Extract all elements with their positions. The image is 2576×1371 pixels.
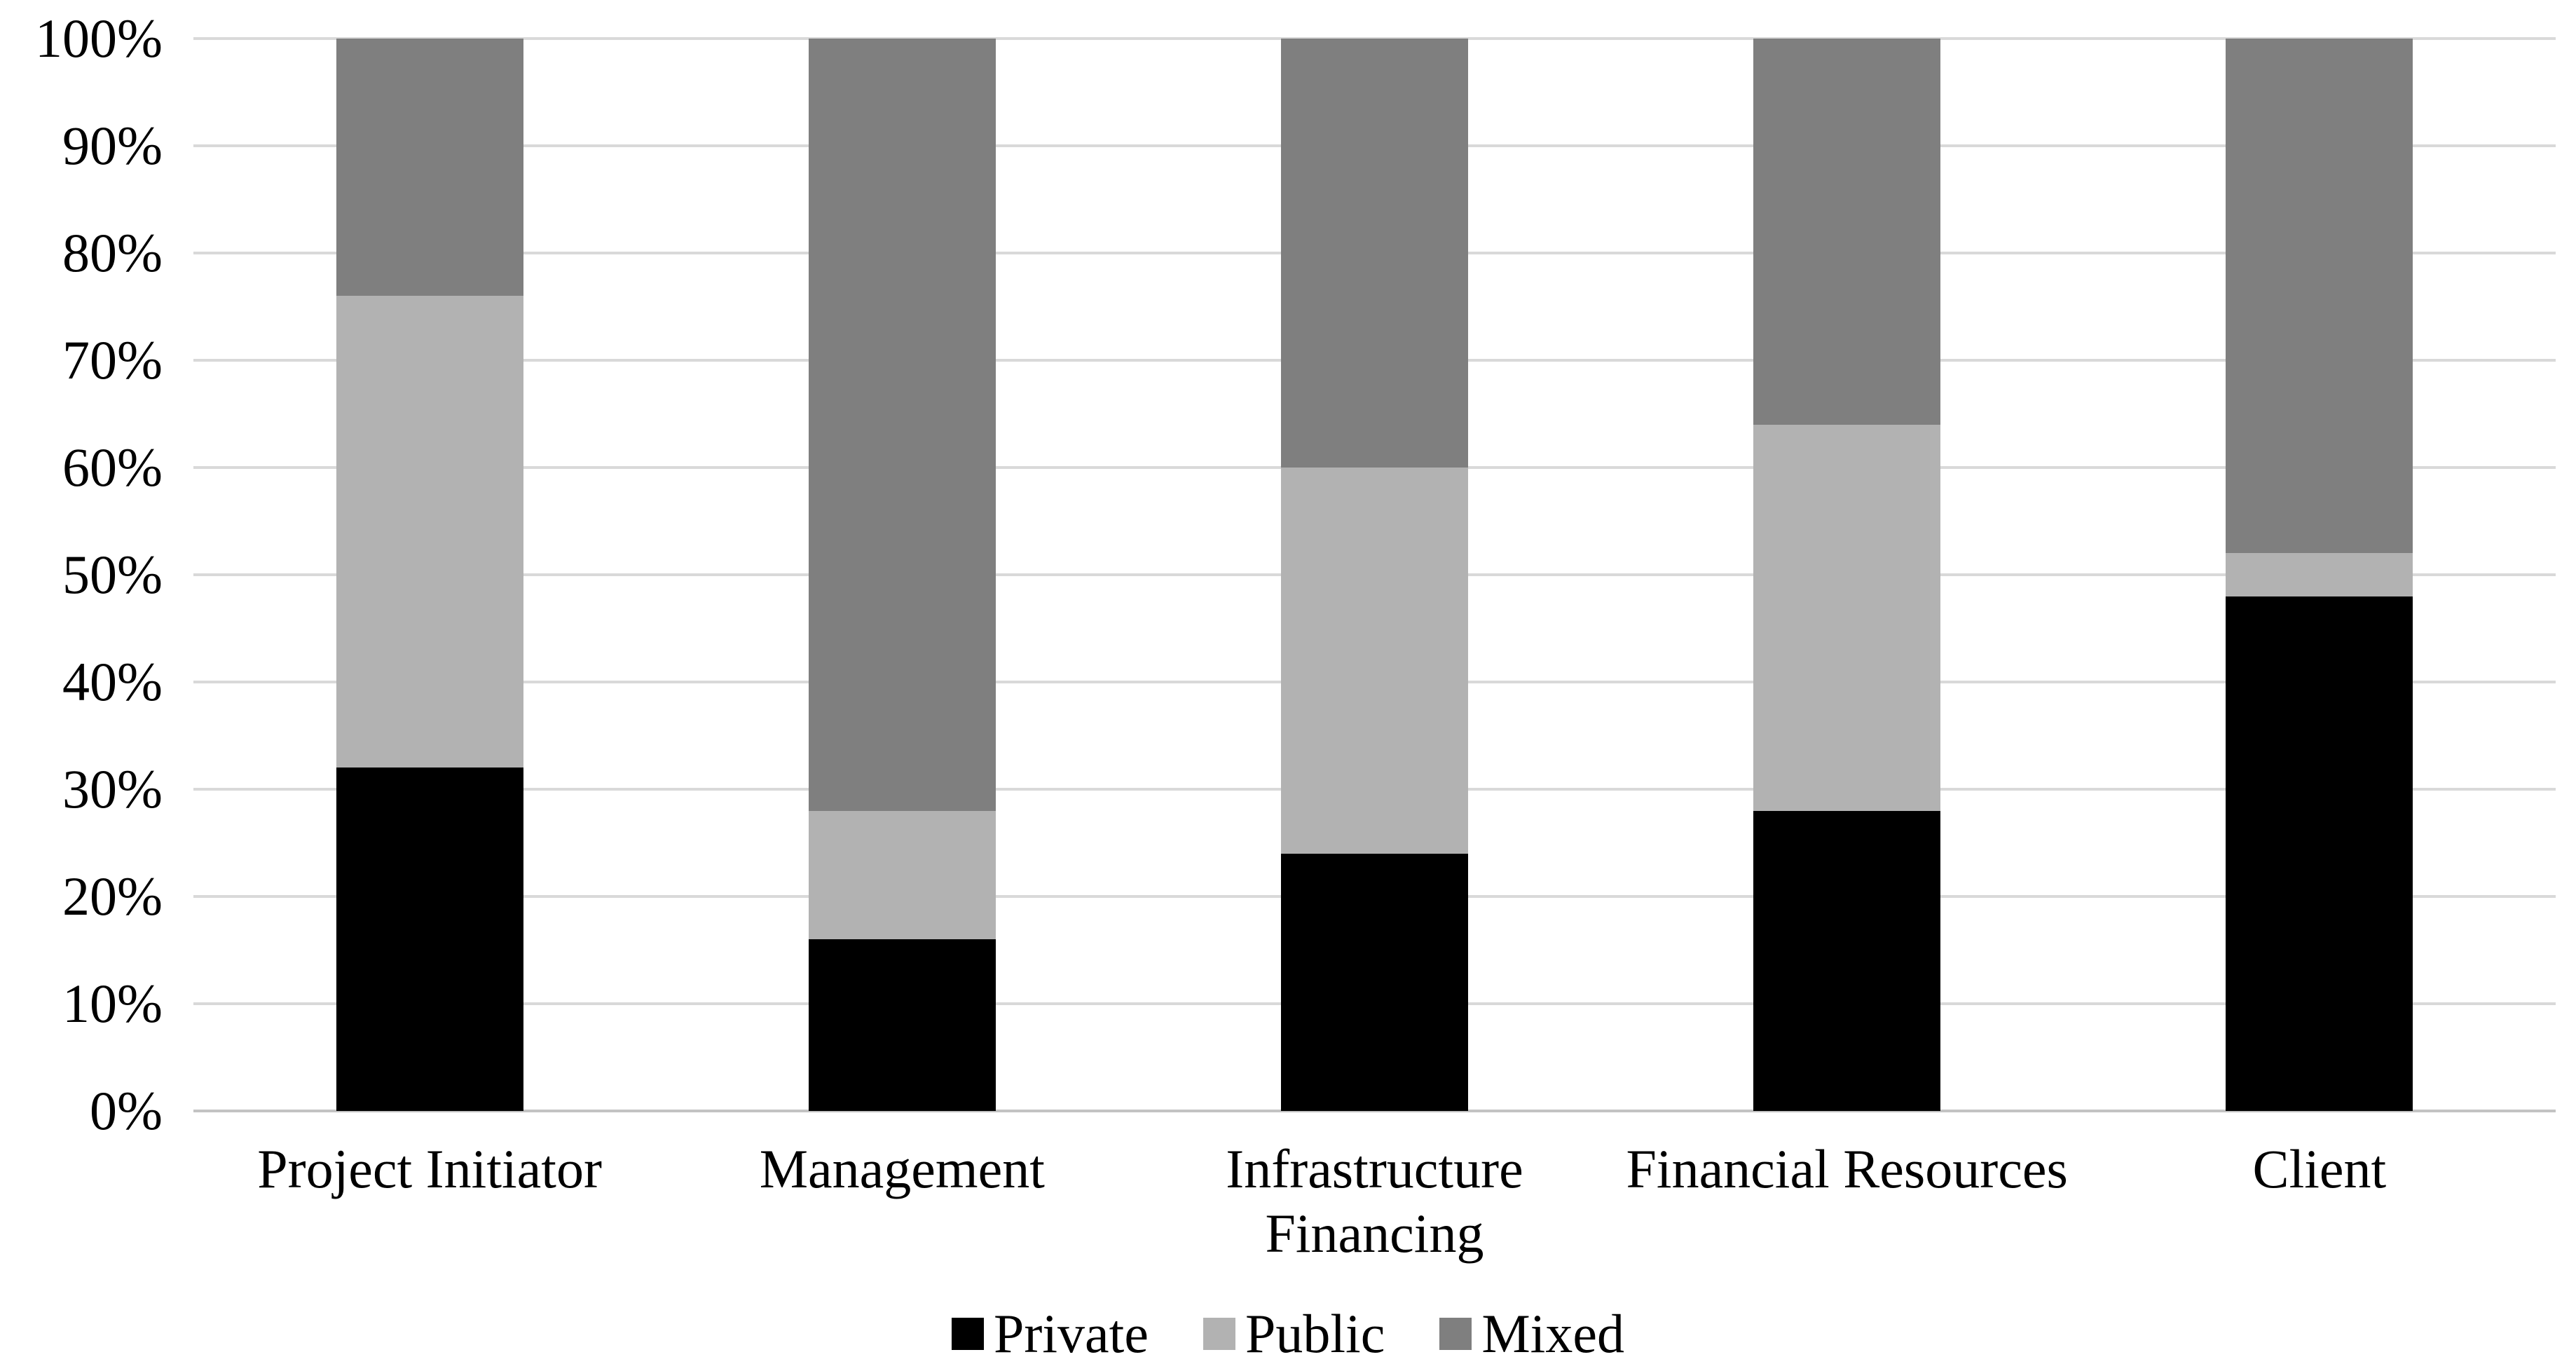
y-axis-tick-label: 10% [62,973,163,1034]
category-label-client: Client [2252,1138,2387,1199]
category-label-management: Management [759,1138,1045,1199]
legend-swatch-mixed [1439,1318,1472,1350]
category-label-project-initiator: Project Initiator [257,1138,602,1199]
y-axis-tick-label: 40% [62,651,163,712]
bar-segment-public-management [808,810,996,940]
category-label-financial-resources: Financial Resources [1626,1138,2068,1199]
bar-financial-resources [1753,39,1941,1111]
bar-client [2226,39,2413,1111]
y-axis-tick-label: 0% [90,1080,163,1141]
bar-segment-private-project-initiator [336,768,523,1111]
bar-management [808,39,996,1111]
bar-segment-mixed-management [808,39,996,811]
y-axis-tick-label: 20% [62,866,163,927]
legend-label-mixed: Mixed [1481,1303,1624,1364]
bar-segment-public-project-initiator [336,296,523,768]
bar-segment-public-client [2226,553,2413,596]
bar-segment-public-infrastructure-financing [1281,468,1468,854]
bar-segment-public-financial-resources [1753,424,1941,811]
bar-segment-private-infrastructure-financing [1281,853,1468,1111]
bar-segment-mixed-infrastructure-financing [1281,39,1468,468]
y-axis-tick-label: 80% [62,222,163,283]
legend-item-mixed: Mixed [1439,1307,1624,1361]
bar-project-initiator [336,39,523,1111]
legend-swatch-public [1203,1318,1235,1350]
legend: Private Public Mixed [0,1307,2576,1361]
gridline-60pct [193,466,2556,469]
bar-segment-private-financial-resources [1753,810,1941,1111]
bar-segment-private-management [808,939,996,1111]
bar-infrastructure-financing [1281,39,1468,1111]
y-axis-tick-label: 100% [35,8,163,69]
y-axis-tick-label: 50% [62,544,163,605]
legend-item-private: Private [952,1307,1149,1361]
bar-segment-mixed-project-initiator [336,39,523,296]
legend-swatch-private [952,1318,985,1350]
y-axis-tick-label: 60% [62,437,163,498]
y-axis-tick-label: 70% [62,329,163,390]
y-axis-tick-label: 30% [62,758,163,819]
legend-item-public: Public [1203,1307,1385,1361]
gridline-0pct [193,1110,2556,1112]
bar-segment-mixed-financial-resources [1753,39,1941,425]
category-label-infrastructure-financing: Infrastructure Financing [1226,1138,1523,1264]
y-axis-tick-label: 90% [62,115,163,176]
legend-label-public: Public [1245,1303,1385,1364]
legend-label-private: Private [994,1303,1149,1364]
bar-segment-mixed-client [2226,39,2413,554]
plot-area [193,37,2556,1112]
bar-segment-private-client [2226,596,2413,1111]
